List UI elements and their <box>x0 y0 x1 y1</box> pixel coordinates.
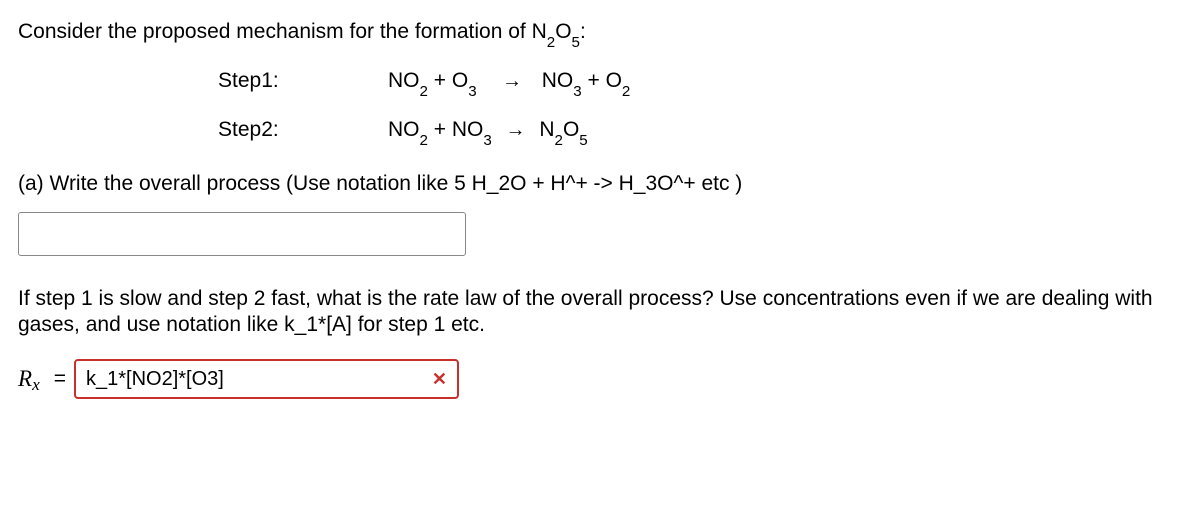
step1-lhs1: NO2 <box>388 69 428 92</box>
step1-rhs2: O2 <box>606 69 631 92</box>
step1-plus1: + <box>428 69 452 92</box>
rate-x-subscript: x <box>32 375 40 394</box>
equals-sign: = <box>54 367 66 391</box>
incorrect-icon: ✕ <box>432 370 447 388</box>
arrow-icon: → <box>502 70 522 93</box>
step2-equation: NO2 + NO3 → N2O5 <box>388 118 588 145</box>
step2-rhs1: N2O5 <box>539 118 587 141</box>
rate-r: R <box>18 366 32 391</box>
rate-symbol: Rx <box>18 366 40 392</box>
step2-row: Step2: NO2 + NO3 → N2O5 <box>218 118 1182 145</box>
overall-process-input[interactable] <box>18 212 466 256</box>
arrow-icon: → <box>506 119 526 142</box>
rate-answer-row: Rx = k_1*[NO2]*[O3] ✕ <box>18 359 1182 399</box>
intro-suffix: : <box>580 20 586 43</box>
step1-lhs2: O3 <box>452 69 477 92</box>
step1-plus2: + <box>582 69 606 92</box>
intro-text: Consider the proposed mechanism for the … <box>18 20 1182 47</box>
step1-rhs1: NO3 <box>542 69 582 92</box>
rate-law-prompt: If step 1 is slow and step 2 fast, what … <box>18 286 1182 340</box>
rate-law-input[interactable]: k_1*[NO2]*[O3] ✕ <box>74 359 459 399</box>
intro-prefix: Consider the proposed mechanism for the … <box>18 20 532 43</box>
step2-lhs2: NO3 <box>452 118 492 141</box>
rate-law-value: k_1*[NO2]*[O3] <box>86 368 224 391</box>
intro-species: N2O5 <box>532 20 580 43</box>
step1-equation: NO2 + O3 → NO3 + O2 <box>388 69 630 96</box>
mechanism-steps: Step1: NO2 + O3 → NO3 + O2 Step2: NO2 + … <box>218 69 1182 145</box>
step2-label: Step2: <box>218 118 388 142</box>
step2-lhs1: NO2 <box>388 118 428 141</box>
step1-row: Step1: NO2 + O3 → NO3 + O2 <box>218 69 1182 96</box>
part-a-prompt: (a) Write the overall process (Use notat… <box>18 172 1182 196</box>
step2-plus1: + <box>428 118 452 141</box>
step1-label: Step1: <box>218 69 388 93</box>
